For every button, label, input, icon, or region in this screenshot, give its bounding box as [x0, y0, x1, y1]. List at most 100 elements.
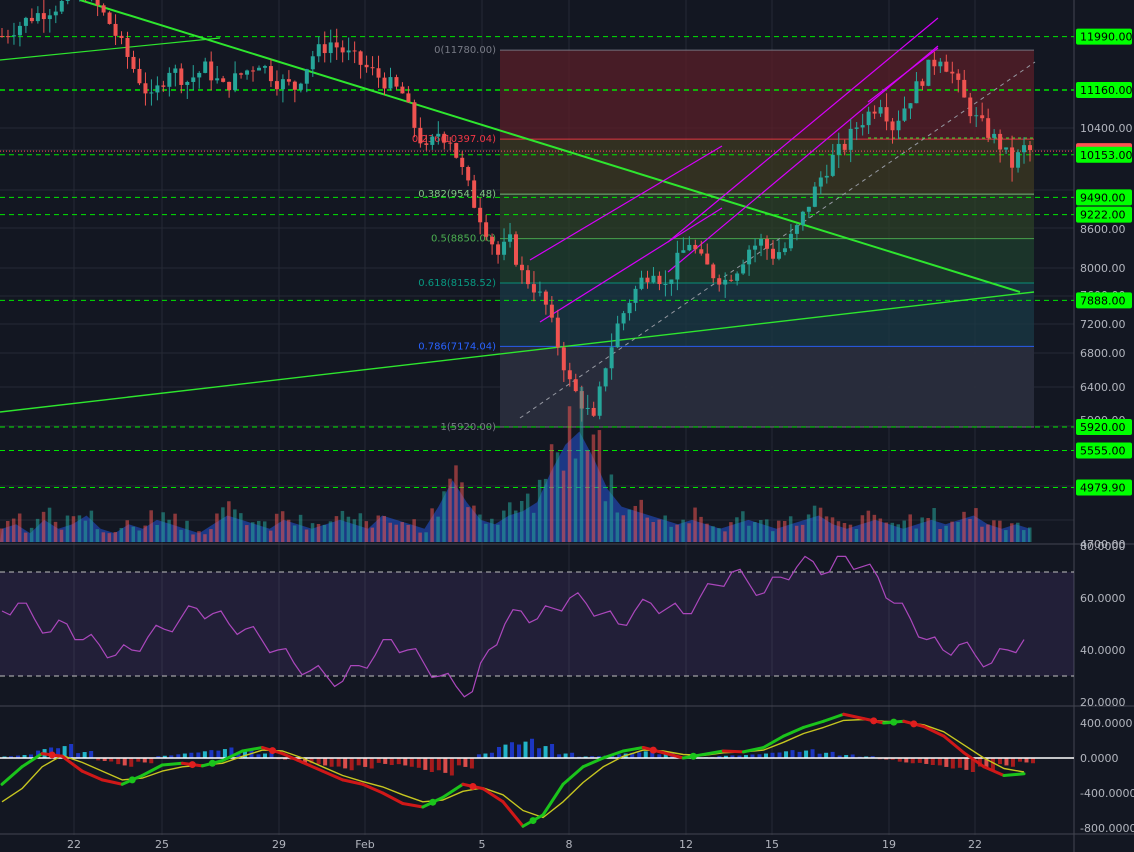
candle-body[interactable] — [496, 244, 501, 255]
candle-body[interactable] — [788, 233, 793, 249]
candle-body[interactable] — [29, 17, 34, 22]
candle-body[interactable] — [0, 35, 4, 37]
candle-body[interactable] — [412, 102, 417, 128]
candle-body[interactable] — [131, 56, 136, 69]
candle-body[interactable] — [555, 317, 560, 348]
candle-body[interactable] — [508, 234, 513, 242]
candle-body[interactable] — [621, 313, 626, 324]
candle-body[interactable] — [932, 59, 937, 67]
candle-body[interactable] — [185, 81, 190, 85]
candle-body[interactable] — [376, 68, 381, 78]
candle-body[interactable] — [561, 347, 566, 371]
candle-body[interactable] — [860, 125, 865, 128]
candle-body[interactable] — [633, 288, 638, 303]
candle-body[interactable] — [968, 97, 973, 117]
candle-body[interactable] — [1016, 152, 1021, 168]
candle-body[interactable] — [776, 252, 781, 259]
candle-body[interactable] — [794, 225, 799, 234]
candle-body[interactable] — [436, 133, 441, 137]
candle-body[interactable] — [944, 61, 949, 72]
candle-body[interactable] — [334, 42, 339, 48]
candle-body[interactable] — [597, 386, 602, 416]
candle-body[interactable] — [310, 56, 315, 70]
price-marker-tag[interactable] — [1076, 189, 1132, 206]
candle-body[interactable] — [615, 323, 620, 348]
downtrend-line[interactable] — [79, 0, 1021, 293]
price-marker-tag[interactable] — [1076, 206, 1132, 223]
candle-body[interactable] — [830, 154, 835, 176]
candle-body[interactable] — [782, 248, 787, 253]
candle-body[interactable] — [609, 347, 614, 369]
candle-body[interactable] — [137, 68, 142, 84]
candle-body[interactable] — [143, 83, 148, 94]
candle-body[interactable] — [531, 284, 536, 293]
candle-body[interactable] — [346, 50, 351, 53]
candle-body[interactable] — [986, 118, 991, 138]
candle-body[interactable] — [257, 67, 261, 71]
price-marker-tag[interactable] — [1076, 479, 1132, 496]
candle-body[interactable] — [651, 275, 656, 283]
candle-body[interactable] — [1028, 145, 1032, 151]
candle-body[interactable] — [490, 236, 495, 245]
candle-body[interactable] — [723, 279, 728, 285]
channel-line[interactable] — [667, 17, 939, 243]
candle-body[interactable] — [675, 252, 680, 280]
candle-body[interactable] — [239, 73, 244, 75]
price-marker-tag[interactable] — [1076, 82, 1132, 98]
candle-body[interactable] — [806, 206, 811, 212]
candle-body[interactable] — [41, 13, 46, 20]
candle-body[interactable] — [992, 133, 997, 138]
candle-body[interactable] — [382, 77, 387, 89]
candle-body[interactable] — [370, 67, 375, 69]
candle-body[interactable] — [442, 133, 447, 143]
candle-body[interactable] — [161, 85, 166, 87]
candle-body[interactable] — [681, 250, 686, 253]
candle-body[interactable] — [17, 25, 22, 36]
candle-body[interactable] — [866, 111, 871, 126]
candle-body[interactable] — [836, 143, 841, 155]
candle-body[interactable] — [11, 35, 16, 37]
candle-body[interactable] — [280, 79, 285, 90]
candle-body[interactable] — [639, 277, 644, 289]
candle-body[interactable] — [173, 68, 178, 73]
candle-body[interactable] — [448, 142, 453, 144]
candle-body[interactable] — [203, 61, 208, 73]
candle-body[interactable] — [657, 275, 662, 285]
candle-body[interactable] — [896, 120, 901, 131]
candle-body[interactable] — [47, 15, 52, 20]
candle-body[interactable] — [645, 277, 650, 283]
candle-body[interactable] — [998, 133, 1003, 150]
candle-body[interactable] — [316, 44, 321, 57]
candle-body[interactable] — [286, 79, 291, 82]
candle-body[interactable] — [460, 157, 465, 167]
candle-body[interactable] — [573, 379, 578, 392]
candle-body[interactable] — [1010, 147, 1015, 168]
candle-body[interactable] — [388, 77, 393, 89]
candle-body[interactable] — [812, 186, 817, 207]
candle-body[interactable] — [842, 143, 847, 150]
candle-body[interactable] — [938, 61, 943, 67]
candle-body[interactable] — [537, 291, 542, 293]
candle-body[interactable] — [364, 64, 369, 68]
candle-body[interactable] — [950, 71, 955, 74]
candle-body[interactable] — [908, 103, 913, 109]
candle-body[interactable] — [5, 36, 10, 38]
candle-body[interactable] — [53, 11, 58, 16]
candle-body[interactable] — [101, 5, 106, 13]
candle-body[interactable] — [179, 68, 184, 85]
candle-body[interactable] — [1004, 147, 1009, 150]
candle-body[interactable] — [705, 253, 710, 265]
candle-body[interactable] — [1022, 145, 1027, 153]
candle-body[interactable] — [430, 136, 435, 145]
candle-body[interactable] — [890, 121, 895, 131]
candle-body[interactable] — [221, 78, 226, 82]
candle-body[interactable] — [693, 244, 698, 250]
channel-line[interactable] — [539, 207, 723, 323]
candle-body[interactable] — [155, 85, 160, 93]
channel-line[interactable] — [529, 145, 723, 261]
candle-body[interactable] — [113, 23, 118, 36]
candle-body[interactable] — [848, 128, 853, 150]
candle-body[interactable] — [352, 50, 357, 52]
candle-body[interactable] — [125, 38, 130, 57]
candle-body[interactable] — [735, 273, 740, 281]
